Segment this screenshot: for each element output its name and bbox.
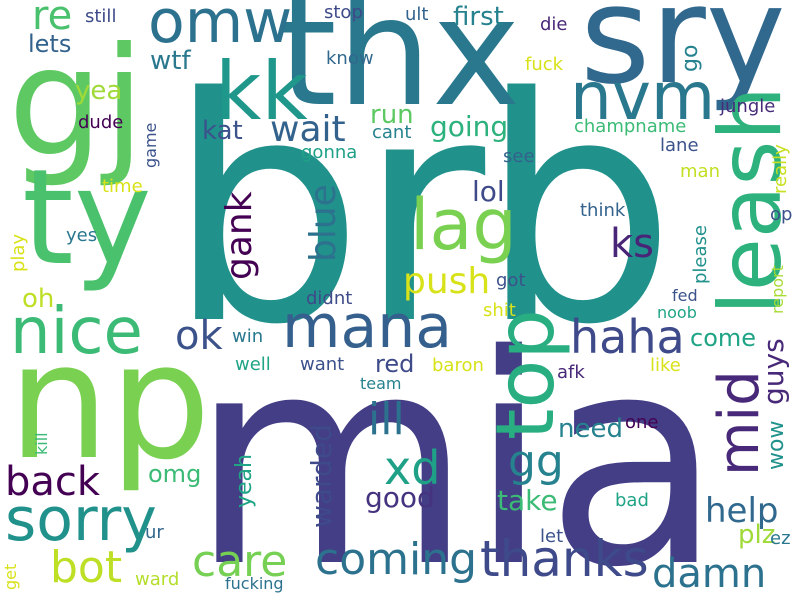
word-omg: omg: [148, 460, 202, 488]
word-wtf: wtf: [150, 46, 191, 76]
word-bad: bad: [615, 490, 649, 511]
word-ult: ult: [405, 4, 429, 25]
word-going: going: [430, 110, 509, 143]
word-damn: damn: [652, 551, 767, 597]
word-thx: thx: [278, 0, 521, 140]
word-like: like: [650, 355, 681, 376]
word-gg: gg: [508, 436, 564, 487]
word-blue: blue: [303, 184, 344, 262]
word-fuck: fuck: [525, 54, 564, 75]
word-want: want: [300, 354, 345, 375]
word-noob: noob: [657, 303, 697, 322]
word-wow: wow: [764, 420, 789, 470]
word-yeah: yeah: [232, 454, 257, 508]
word-push: push: [403, 261, 491, 302]
word-plz: plz: [738, 520, 776, 550]
word-take: take: [497, 484, 558, 517]
word-ward: ward: [135, 569, 180, 590]
word-first: first: [453, 2, 504, 32]
word-please: please: [690, 225, 711, 284]
word-lag: lag: [410, 184, 517, 266]
word-nvm: nvm: [570, 58, 716, 135]
word-jungle: jungle: [720, 96, 776, 117]
word-didnt: didnt: [306, 288, 353, 309]
word-well: well: [235, 354, 271, 375]
word-lets: lets: [28, 30, 72, 58]
word-ok: ok: [175, 313, 223, 359]
word-fucking: fucking: [225, 574, 284, 593]
word-go: go: [678, 44, 703, 72]
word-still: still: [85, 6, 117, 27]
word-sorry: sorry: [5, 485, 157, 555]
word-thanks: thanks: [480, 530, 649, 588]
word-help: help: [705, 491, 779, 531]
word-haha: haha: [570, 310, 685, 364]
word-yes: yes: [66, 225, 98, 246]
word-omw: omw: [148, 0, 293, 57]
word-baron: baron: [432, 355, 484, 376]
word-lol: lol: [472, 175, 505, 208]
word-xd: xd: [384, 441, 441, 495]
word-run: run: [370, 100, 414, 130]
word-dude: dude: [78, 112, 124, 133]
word-care: care: [192, 536, 288, 587]
word-know: know: [326, 48, 374, 69]
word-op: op: [770, 204, 793, 225]
word-play: play: [8, 233, 29, 272]
word-man: man: [680, 161, 720, 182]
word-oh: oh: [22, 284, 55, 314]
word-mana: mana: [282, 292, 453, 362]
word-cant: cant: [372, 122, 412, 143]
word-re: re: [32, 0, 73, 39]
word-afk: afk: [557, 362, 585, 383]
word-guys: guys: [757, 338, 790, 405]
word-team: team: [360, 374, 402, 393]
word-fed: fed: [672, 286, 698, 305]
word-yea: yea: [75, 76, 123, 106]
word-ill: ill: [368, 394, 405, 445]
word-good: good: [365, 481, 435, 514]
word-top: top: [479, 308, 572, 440]
word-die: die: [540, 14, 568, 35]
word-shit: shit: [483, 300, 516, 321]
word-time: time: [102, 176, 143, 197]
word-brb: brb: [167, 32, 676, 393]
word-think: think: [580, 200, 626, 221]
word-wait: wait: [270, 109, 346, 150]
word-need: need: [558, 414, 623, 444]
word-come: come: [690, 324, 757, 352]
word-let: let: [540, 526, 564, 547]
word-red: red: [375, 350, 415, 378]
word-ez: ez: [770, 528, 791, 549]
word-kill: kill: [32, 432, 51, 455]
word-kk: kk: [215, 45, 308, 138]
word-np: np: [8, 308, 211, 495]
word-got: got: [496, 270, 526, 291]
word-really: really: [770, 144, 791, 194]
word-nice: nice: [10, 295, 143, 369]
word-ur: ur: [145, 522, 164, 543]
word-win: win: [232, 326, 264, 347]
word-coming: coming: [315, 534, 478, 585]
word-ks: ks: [610, 221, 655, 267]
word-kat: kat: [202, 116, 243, 146]
word-mia: mia: [190, 294, 723, 600]
word-warded: warded: [305, 424, 338, 528]
word-ty: ty: [22, 141, 152, 295]
word-see: see: [503, 146, 535, 167]
word-report: report: [768, 265, 787, 314]
word-stop: stop: [324, 2, 363, 23]
word-sry: sry: [580, 0, 786, 114]
word-bot: bot: [50, 542, 123, 593]
word-lane: lane: [660, 135, 699, 156]
word-gj: gj: [8, 16, 145, 190]
word-get: get: [1, 563, 20, 590]
word-gonna: gonna: [301, 142, 358, 163]
word-game: game: [141, 122, 160, 168]
word-gank: gank: [219, 191, 260, 280]
word-one: one: [625, 412, 659, 433]
word-champname: champname: [574, 116, 687, 137]
word-back: back: [5, 459, 101, 505]
